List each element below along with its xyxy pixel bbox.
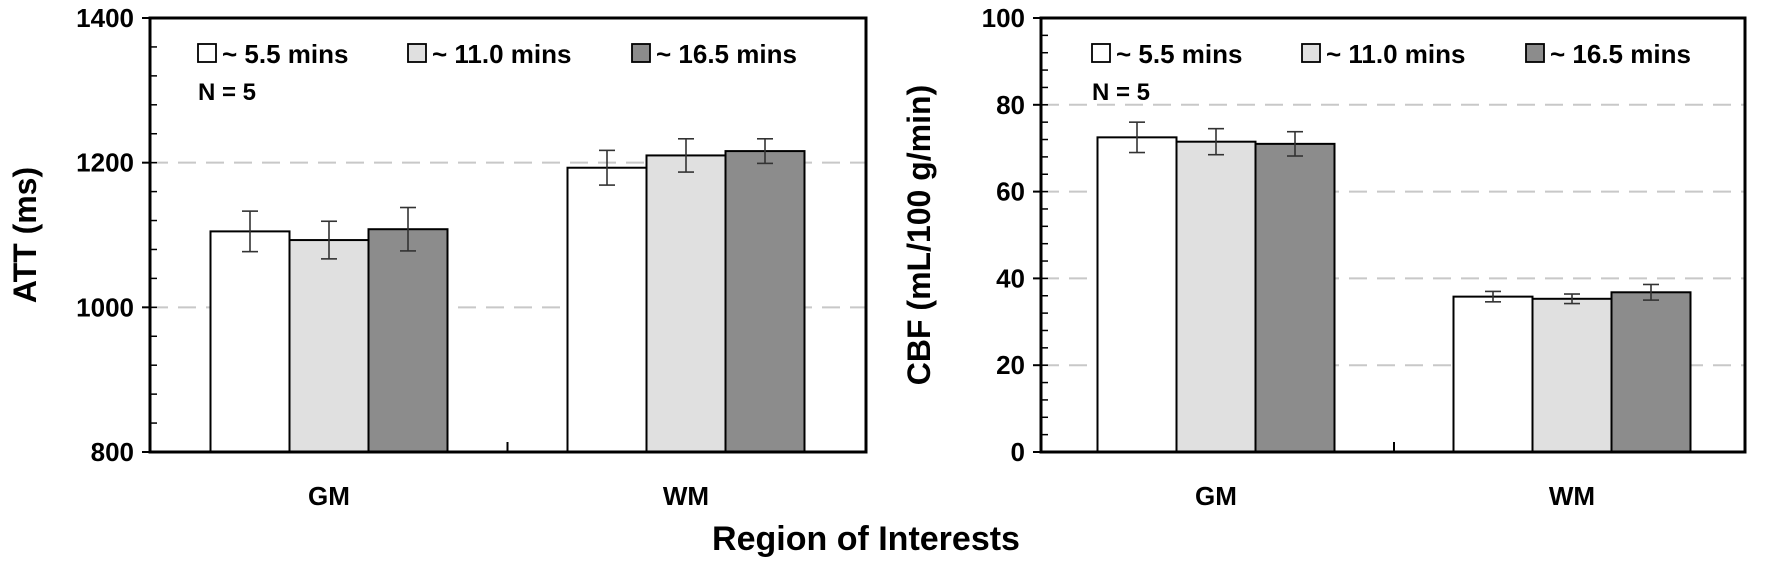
bar <box>367 228 449 453</box>
legend-label: ~ 5.5 mins <box>1116 39 1242 69</box>
legend-swatch <box>1301 43 1321 63</box>
legend-label: ~ 5.5 mins <box>222 39 348 69</box>
legend-swatch <box>407 43 427 63</box>
shared-x-axis-title: Region of Interests <box>712 520 1020 558</box>
legend-label: ~ 16.5 mins <box>1550 39 1691 69</box>
sample-size-annotation: N = 5 <box>198 79 256 106</box>
x-category-label: GM <box>308 481 350 511</box>
y-tick-label: 40 <box>996 263 1025 293</box>
y-tick-label: 100 <box>982 3 1025 33</box>
x-category-label: WM <box>1549 481 1595 511</box>
bar <box>724 150 806 454</box>
y-tick-label: 80 <box>996 90 1025 120</box>
bar <box>566 166 648 453</box>
y-tick-label: 800 <box>91 437 134 467</box>
bar <box>1452 295 1534 453</box>
bar <box>288 239 370 453</box>
y-tick-label: 20 <box>996 350 1025 380</box>
sample-size-annotation: N = 5 <box>1092 79 1150 106</box>
bar <box>1096 136 1178 453</box>
att-chart: 800 1000 1200 1400 GM WM ATT (ms) ~ 5.5 mins ~ 1… <box>7 3 868 511</box>
bar <box>1610 291 1692 453</box>
legend-swatch <box>1525 43 1545 63</box>
bar <box>1531 297 1613 453</box>
bar <box>1175 140 1257 453</box>
x-category-label: GM <box>1195 481 1237 511</box>
bar <box>645 154 727 454</box>
y-tick-label: 0 <box>1011 437 1025 467</box>
x-category-label: WM <box>663 481 709 511</box>
y-tick-label: 60 <box>996 177 1025 207</box>
legend-swatch <box>631 43 651 63</box>
y-tick-label: 1200 <box>76 148 134 178</box>
y-axis-title: ATT (ms) <box>7 167 43 303</box>
legend-swatch <box>1091 43 1111 63</box>
y-tick-label: 1400 <box>76 3 134 33</box>
legend-swatch <box>197 43 217 63</box>
legend-label: ~ 11.0 mins <box>432 39 571 69</box>
y-axis-title: CBF (mL/100 g/min) <box>901 85 937 385</box>
legend-label: ~ 16.5 mins <box>656 39 797 69</box>
bar <box>209 230 291 453</box>
y-tick-label: 1000 <box>76 292 134 322</box>
legend-label: ~ 11.0 mins <box>1326 39 1465 69</box>
cbf-chart: 0 20 40 60 80 100 GM WM CBF (mL/100 g/min) ~ 5.5 … <box>901 3 1747 511</box>
bar <box>1254 142 1336 454</box>
